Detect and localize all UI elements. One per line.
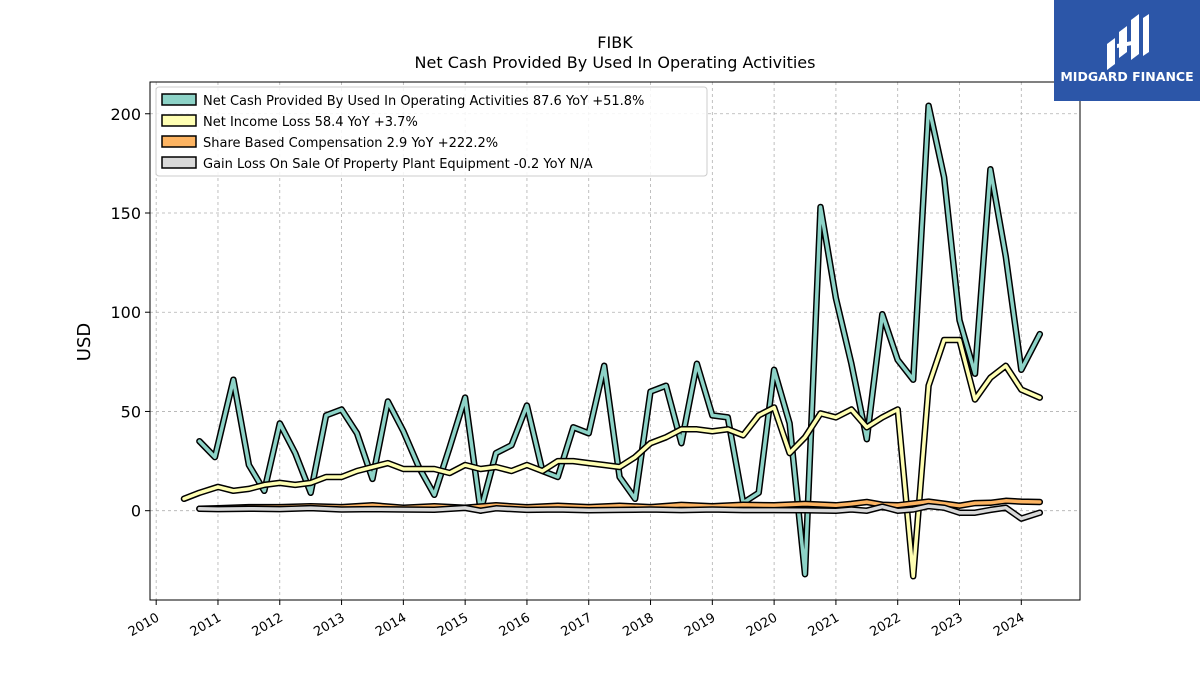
legend-label: Net Cash Provided By Used In Operating A… [203, 94, 644, 109]
series-line [182, 338, 1042, 578]
legend-swatch [161, 93, 197, 106]
series-1 [196, 102, 1044, 578]
legend-label: Gain Loss On Sale Of Property Plant Equi… [203, 157, 593, 172]
legend-label: Net Income Loss 58.4 YoY +3.7% [203, 115, 418, 130]
chart-subtitle: Net Cash Provided By Used In Operating A… [415, 53, 816, 72]
series-lines [180, 102, 1044, 580]
legend-swatch [161, 135, 197, 148]
series-line [197, 104, 1042, 576]
series-4 [196, 502, 1044, 522]
series-line [197, 504, 1042, 521]
plot-frame [149, 81, 1081, 601]
logo-text: MIDGARD FINANCE [1060, 69, 1193, 84]
series-2 [180, 336, 1044, 580]
midgard-logo-icon [1107, 14, 1149, 70]
legend-label: Share Based Compensation 2.9 YoY +222.2% [203, 136, 498, 151]
y-tick-label: 50 [121, 402, 141, 421]
logo: MIDGARD FINANCE [1054, 0, 1200, 101]
y-tick-label: 200 [110, 105, 141, 124]
legend-swatch [161, 114, 197, 127]
legend: Net Cash Provided By Used In Operating A… [155, 86, 708, 177]
y-axis-label: USD [74, 323, 95, 361]
legend-box [155, 86, 708, 177]
y-axis-ticks: 0 50 100 150 200 [110, 105, 150, 521]
legend-swatch [161, 156, 197, 169]
y-tick-label: 100 [110, 303, 141, 322]
y-tick-label: 0 [131, 502, 141, 521]
y-tick-label: 150 [110, 204, 141, 223]
chart-title: FIBK [597, 33, 633, 52]
